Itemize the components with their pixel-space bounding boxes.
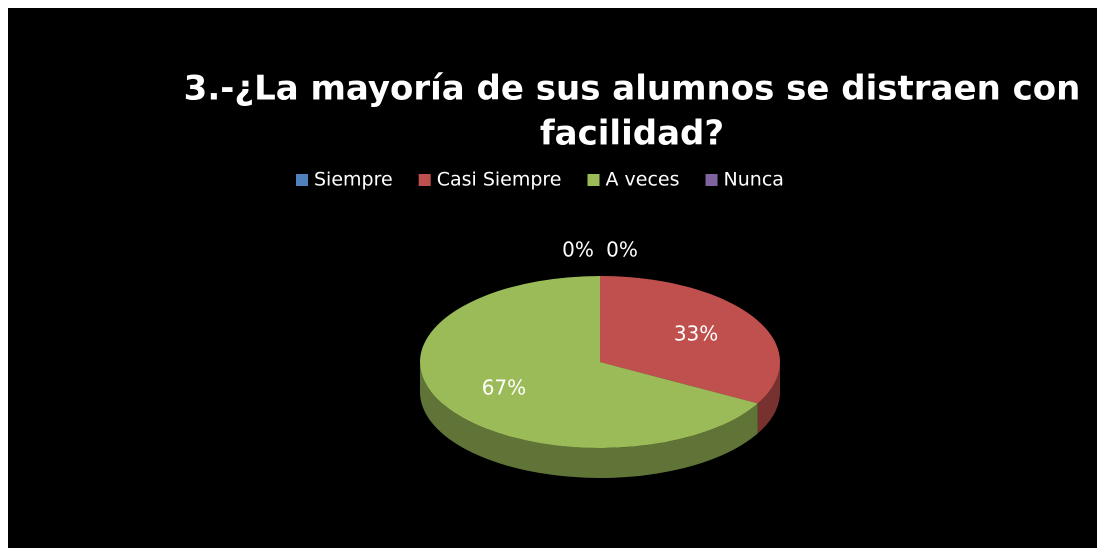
legend-marker: [418, 174, 431, 186]
pie-side: [757, 362, 781, 434]
data-label: 0%: [562, 238, 594, 262]
legend-label: Casi Siempre: [437, 169, 562, 191]
data-label: 67%: [482, 376, 526, 400]
chart-title: facilidad?: [540, 114, 724, 154]
legend-marker: [587, 174, 600, 186]
legend-label: A veces: [606, 169, 680, 191]
pie-slice: [600, 276, 781, 404]
data-label: 33%: [674, 321, 718, 345]
chart-title: 3.-¿La mayoría de sus alumnos se distrae…: [184, 69, 1081, 109]
pie-slice: [420, 276, 758, 449]
pie-side: [420, 362, 758, 478]
legend-label: Siempre: [314, 169, 393, 191]
data-label: 0%: [606, 238, 638, 262]
legend-marker: [705, 174, 718, 186]
legend-label: Nunca: [724, 169, 784, 191]
legend-marker: [296, 174, 308, 186]
